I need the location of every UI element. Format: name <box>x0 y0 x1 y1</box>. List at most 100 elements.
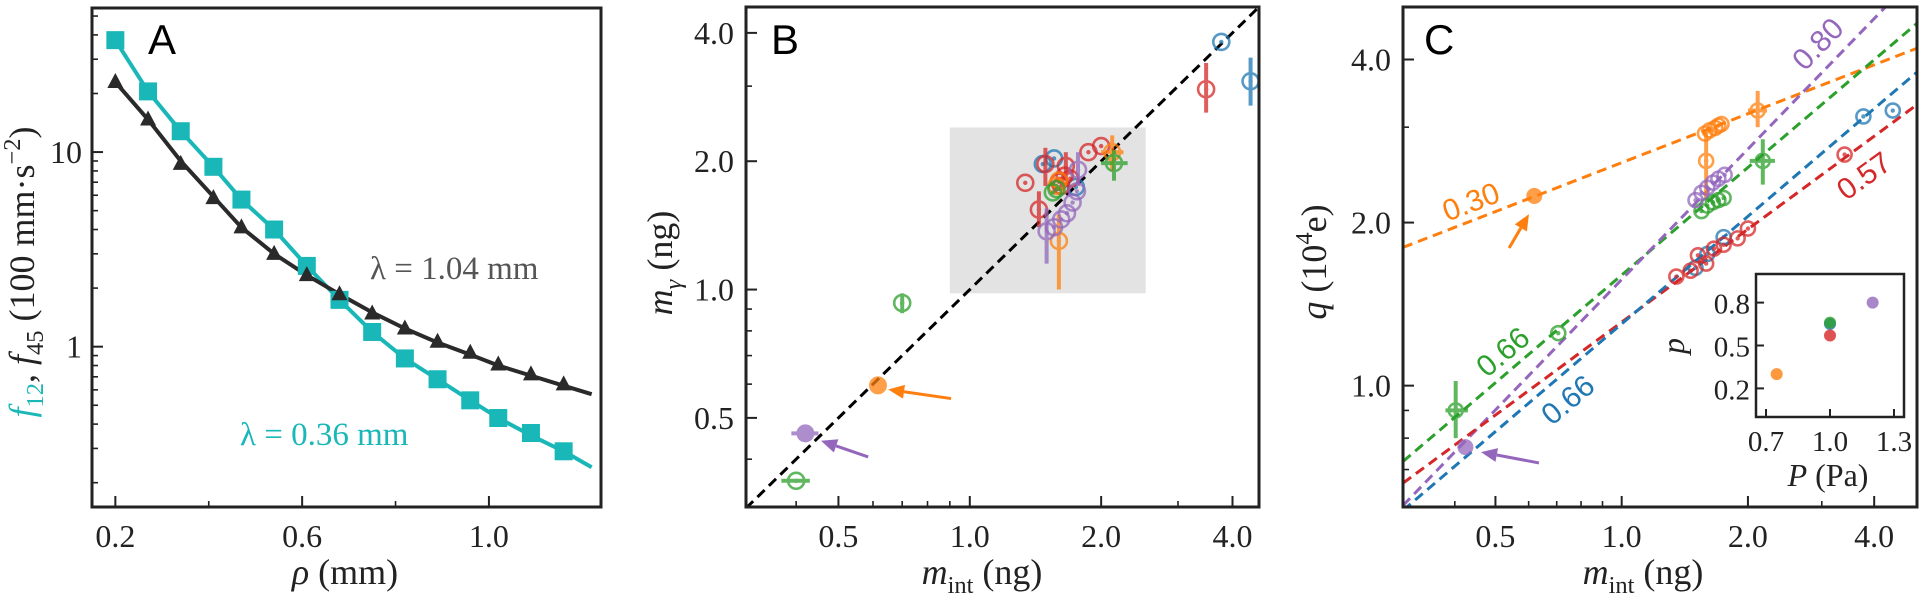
label-part: (ng) <box>1634 552 1703 592</box>
power-law-fit-line <box>1404 71 1917 507</box>
data-point <box>1697 255 1715 272</box>
marker-center <box>1453 408 1458 413</box>
inset-data-point <box>1866 296 1879 309</box>
inset-data-point <box>1824 329 1836 342</box>
data-point <box>1047 179 1066 199</box>
data-point-square <box>363 322 382 341</box>
data-point-triangle <box>490 355 507 371</box>
annotation-arrow <box>820 439 869 459</box>
x-tick-label: 1.0 <box>1812 426 1848 458</box>
label-part: 12 <box>22 383 49 407</box>
data-point-triangle <box>522 365 539 381</box>
data-point-square <box>297 256 316 275</box>
marker-center <box>1111 160 1117 166</box>
x-tick-label: 1.3 <box>1876 426 1912 458</box>
plot-frame <box>90 6 603 509</box>
fit-line-f45 <box>113 80 593 397</box>
marker-center <box>1075 167 1081 172</box>
data-point <box>1713 115 1730 133</box>
x-tick-label: 0.7 <box>1748 426 1784 458</box>
axis-ticks: 0.5 1.0 2.0 4.0 0.5 1.0 2.0 4.0 <box>694 15 1253 554</box>
data-point <box>1682 262 1699 279</box>
data-point <box>1729 230 1746 247</box>
marker-open <box>1063 193 1082 212</box>
data-point-triangle <box>555 375 572 391</box>
label-part: q <box>1294 302 1334 320</box>
label-part: m <box>640 289 680 315</box>
marker-filled <box>1457 439 1474 456</box>
power-law-fit-line <box>1403 103 1917 485</box>
panel-label: C <box>1424 16 1454 63</box>
marker-center <box>1064 211 1070 216</box>
marker-open <box>1697 255 1715 272</box>
data-point <box>1884 102 1902 119</box>
data-point-square <box>554 442 573 461</box>
label-part: m <box>922 552 948 592</box>
lambda-annotation-f12: λ = 0.36 mm <box>240 417 409 453</box>
data-point-triangle <box>429 332 446 348</box>
data-point-triangle <box>462 343 479 359</box>
label-part: int <box>948 572 974 596</box>
label-part: 4 <box>1291 232 1318 244</box>
marker-open <box>1729 230 1746 247</box>
marker-center <box>1556 330 1561 336</box>
data-point <box>781 471 810 491</box>
x-tick-label: 0.5 <box>818 518 858 554</box>
marker-filled <box>796 424 815 443</box>
label-part: ) <box>2 126 42 138</box>
data-point <box>892 293 912 314</box>
inset-background <box>1756 274 1904 417</box>
identity-line <box>746 7 1259 507</box>
label-part: (100 mm·s <box>2 165 42 331</box>
marker-open <box>1043 183 1063 202</box>
data-point <box>1855 108 1872 125</box>
data-point <box>1015 173 1035 193</box>
x-axis-label: mint (ng) <box>922 552 1043 596</box>
y-tick-label: 4.0 <box>1351 41 1391 77</box>
annotation-arrow <box>1507 214 1529 249</box>
marker-center <box>1760 158 1765 164</box>
marker-center <box>1721 195 1726 201</box>
lambda-annotation-f45: λ = 1.04 mm <box>370 251 539 287</box>
marker-center <box>1043 161 1048 167</box>
marker-open <box>1211 32 1231 52</box>
marker-open <box>1697 152 1715 170</box>
x-tick-label: 2.0 <box>1728 518 1768 554</box>
data-point-triangle <box>107 73 124 89</box>
data-point <box>1716 166 1733 184</box>
data-point-square <box>106 31 125 50</box>
marker-center <box>1070 200 1075 205</box>
data-point-square <box>204 157 223 176</box>
data-point <box>1068 152 1088 186</box>
y-tick-label: 4.0 <box>694 15 734 51</box>
data-point-triangle <box>233 218 250 234</box>
data-point-square <box>521 424 540 443</box>
marker-open <box>1682 262 1699 279</box>
data-point <box>1196 62 1216 113</box>
marker-open <box>1705 240 1723 257</box>
x-tick-label: 2.0 <box>1081 518 1121 554</box>
label-part: m <box>1583 552 1609 592</box>
label-part: (ng) <box>640 211 680 280</box>
marker-open <box>1715 236 1732 254</box>
data-point <box>1043 183 1063 202</box>
marker-open <box>1051 210 1071 229</box>
power-law-fit-line <box>1403 22 1917 463</box>
data-point-square <box>139 82 158 101</box>
marker-open <box>1057 203 1077 223</box>
y-tick-label: 0.5 <box>694 400 734 436</box>
y-tick-label: 1.0 <box>1351 368 1391 404</box>
data-point <box>1063 193 1082 212</box>
data-point <box>1705 240 1723 257</box>
marker-open <box>1749 102 1766 119</box>
marker-center <box>1086 149 1091 155</box>
marker-open <box>1855 108 1872 125</box>
marker-center <box>1842 152 1847 157</box>
y-tick-label: 1 <box>66 329 82 365</box>
data-point <box>1057 203 1077 223</box>
label-part: (10 <box>1294 245 1334 302</box>
marker-center <box>1703 158 1709 164</box>
marker-open <box>1549 324 1567 342</box>
